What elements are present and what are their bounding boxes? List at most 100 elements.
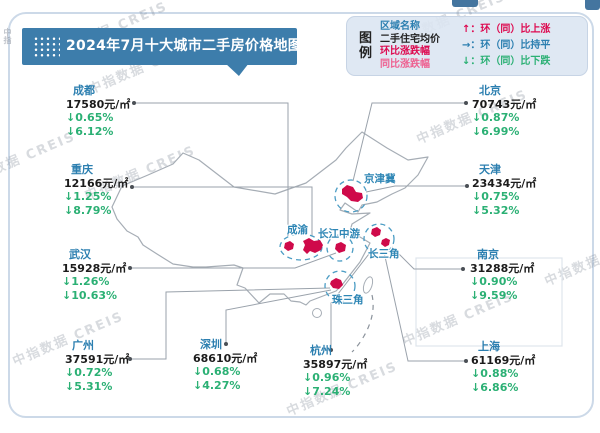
connector-nanjing [391,246,463,270]
content-card [8,12,594,418]
legend-arrow-up-label: ：环（同）比上涨 [470,24,551,35]
region-circle-jingjinji [334,179,368,213]
marker-changjiangzhongyou [335,242,346,253]
marker-chongqing [303,238,323,254]
city-mom-change: ↓0.88% [471,367,519,380]
taiwan-island [362,276,374,294]
city-mom-change: ↓1.25% [64,190,112,203]
city-price: 35897元/㎡ [303,357,368,371]
city-label-beijing: 北京 70743元/㎡ ↓0.87% ↓6.99% [472,84,536,138]
region-label-jingjinji: 京津冀 [364,173,396,185]
connector-chongqing [132,186,313,236]
city-yoy-change: ↓9.59% [470,288,518,302]
city-mom-change: ↓1.26% [62,275,110,288]
city-yoy-change: ↓6.99% [472,124,520,138]
city-price: 12166元/㎡ [64,176,129,190]
city-label-shenzhen: 深圳 68610元/㎡ ↓0.68% ↓4.27% [193,338,257,392]
city-price: 17580元/㎡ [66,97,131,111]
legend-arrow-flat-label: ：环（同）比持平 [470,40,551,51]
marker-changsanjiao-2 [381,238,390,247]
city-name: 天津 [479,163,501,176]
city-price: 68610元/㎡ [193,351,258,365]
legend-fields: 区域名称 二手住宅均价 环比涨跌幅 同比涨跌幅 [380,21,462,71]
city-name: 北京 [479,84,501,97]
region-label-zhusanjiao: 珠三角 [332,294,364,306]
city-label-nanjing: 南京 31288元/㎡ ↓0.90% ↓9.59% [470,248,534,302]
connector-guangzhou [130,287,331,360]
city-yoy-change: ↓6.86% [471,380,519,394]
city-mom-change: ↓0.87% [472,111,520,124]
city-price: 70743元/㎡ [472,97,537,111]
region-circle-zhusanjiao [324,270,356,302]
city-label-guangzhou: 广州 37591元/㎡ ↓0.72% ↓5.31% [65,339,129,393]
city-name: 广州 [72,339,94,352]
city-price: 37591元/㎡ [65,352,130,366]
title-banner: 2024年7月十大城市二手房价格地图 [22,28,303,65]
city-name: 深圳 [200,338,222,351]
connector-tianjin [365,185,467,193]
city-label-chengdu: 成都 17580元/㎡ ↓0.65% ↓6.12% [66,84,130,138]
city-yoy-change: ↓5.32% [472,203,520,217]
right-arrow-icon: → [462,40,471,51]
city-mom-change: ↓0.68% [193,365,241,378]
region-label-changsanjiao: 长三角 [368,248,400,260]
region-label-changjiangzhongyou: 长江中游 [318,228,360,240]
city-yoy-change: ↓5.31% [65,379,113,393]
city-price: 23434元/㎡ [472,176,537,190]
legend-arrow-down-label: ：环（同）比下跌 [470,56,551,67]
marker-jingjinji [342,185,363,202]
connector-shanghai [383,251,466,362]
legend-arrow-down: ↓：环（同）比下跌 [462,54,581,70]
hainan-island [312,308,322,318]
down-arrow-icon: ↓ [462,56,471,67]
legend-arrows: ↑：环（同）比上涨 →：环（同）比持平 ↓：环（同）比下跌 [462,22,581,70]
city-mom-change: ↓0.96% [303,371,351,384]
connector-lines [130,102,467,362]
connector-dots [128,101,469,363]
marker-changsanjiao-1 [371,227,381,237]
city-mom-change: ↓0.90% [470,275,518,288]
up-arrow-icon: ↑ [462,24,471,35]
legend-field-mom: 环比涨跌幅 [380,46,430,57]
city-name: 武汉 [69,248,91,261]
south-china-sea-inset-box [415,257,563,347]
city-name: 杭州 [310,344,332,357]
city-name: 重庆 [71,163,93,176]
china-map-outline [111,131,429,306]
page-title: 2024年7月十大城市二手房价格地图 [66,38,303,54]
region-markers [284,185,390,289]
city-yoy-change: ↓7.24% [303,384,351,398]
connector-chengdu [134,102,289,236]
legend-arrow-up: ↑：环（同）比上涨 [462,22,581,38]
dots-grid-icon [33,36,60,57]
city-label-hangzhou: 杭州 35897元/㎡ ↓0.96% ↓7.24% [303,344,367,398]
connector-wuhan [130,252,337,269]
cropped-chip [452,0,478,7]
city-yoy-change: ↓6.12% [66,124,114,138]
legend-box: 图例 区域名称 二手住宅均价 环比涨跌幅 同比涨跌幅 ↑：环（同）比上涨 →：环… [346,16,588,76]
city-price: 61169元/㎡ [471,353,536,367]
city-mom-change: ↓0.75% [472,190,520,203]
marker-zhusanjiao [330,278,343,289]
city-mom-change: ↓0.65% [66,111,114,124]
legend-arrow-flat: →：环（同）比持平 [462,38,581,54]
connector-shenzhen [225,289,332,344]
city-yoy-change: ↓4.27% [193,378,241,392]
region-circle-changsanjiao [363,223,395,255]
city-label-shanghai: 上海 61169元/㎡ ↓0.88% ↓6.86% [471,340,535,394]
city-price: 15928元/㎡ [62,261,127,275]
city-name: 成都 [73,84,95,97]
city-label-wuhan: 武汉 15928元/㎡ ↓1.26% ↓10.63% [62,248,126,302]
city-label-tianjin: 天津 23434元/㎡ ↓0.75% ↓5.32% [472,163,536,217]
region-circle-changjiangzhongyou [326,234,354,262]
connector-beijing [352,102,466,182]
city-price: 31288元/㎡ [470,261,535,275]
city-yoy-change: ↓10.63% [62,288,118,302]
cropped-chip [585,0,600,10]
legend-field-region-name: 区域名称 [380,21,420,32]
nine-dash-line [351,294,374,353]
legend-heading: 图例 [359,31,373,61]
region-label-chengyu: 成渝 [287,224,308,236]
